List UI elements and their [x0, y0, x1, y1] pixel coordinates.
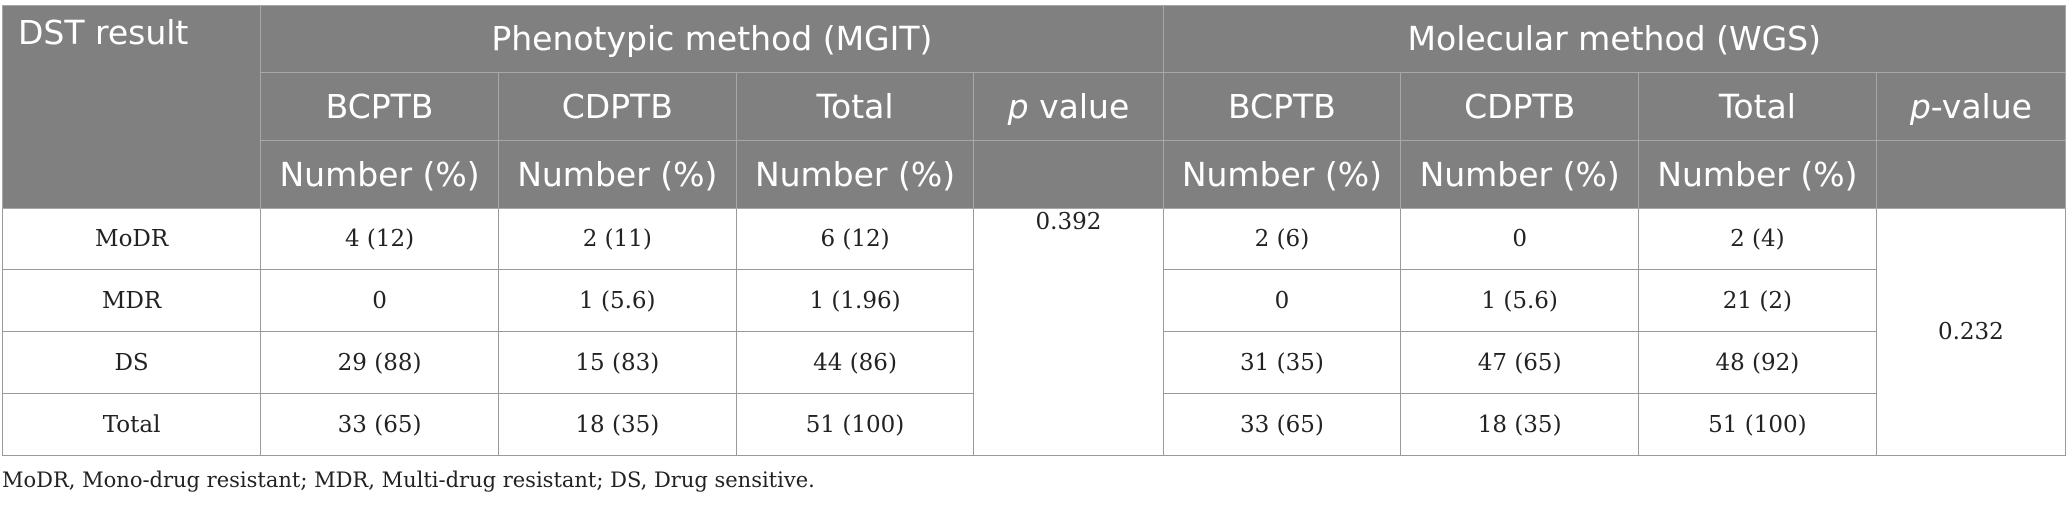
- table-row: DS 29 (88) 15 (83) 44 (86) 31 (35) 47 (6…: [1, 331, 2066, 394]
- cell-mol-bcptb: 33 (65): [1162, 393, 1402, 456]
- col-header-mol-total: Total: [1638, 72, 1877, 141]
- subheader-phen-total: Number (%): [735, 140, 975, 209]
- row-label: MDR: [1, 269, 262, 332]
- cell-mol-total: 2 (4): [1638, 208, 1877, 270]
- cell-mol-total: 51 (100): [1638, 393, 1877, 456]
- p-suffix: value: [1028, 86, 1130, 126]
- cell-mol-cdptb: 0: [1400, 208, 1640, 270]
- col-header-phen-cdptb: CDPTB: [497, 72, 737, 141]
- cell-phen-bcptb: 33 (65): [260, 393, 499, 456]
- table-row: MDR 0 1 (5.6) 1 (1.96) 0 1 (5.6) 21 (2): [1, 269, 2066, 332]
- cell-phen-total: 6 (12): [735, 208, 975, 270]
- table-footnote: MoDR, Mono-drug resistant; MDR, Multi-dr…: [2, 468, 815, 492]
- cell-phen-total: 51 (100): [735, 393, 975, 456]
- cell-phen-bcptb: 29 (88): [260, 331, 499, 394]
- group-header-molecular: Molecular method (WGS): [1162, 5, 2067, 73]
- dst-results-table: DST result Phenotypic method (MGIT) Mole…: [1, 5, 2067, 456]
- col-header-mol-bcptb: BCPTB: [1162, 72, 1402, 141]
- cell-phen-total: 44 (86): [735, 331, 975, 394]
- group-header-phenotypic: Phenotypic method (MGIT): [260, 5, 1164, 73]
- table-row: Total 33 (65) 18 (35) 51 (100) 33 (65) 1…: [1, 393, 2066, 456]
- subheader-mol-p-blank: [1875, 140, 2067, 209]
- cell-mol-cdptb: 18 (35): [1400, 393, 1640, 456]
- cell-phen-cdptb: 1 (5.6): [497, 269, 737, 332]
- subheader-mol-total: Number (%): [1638, 140, 1877, 209]
- col-header-phen-total: Total: [735, 72, 975, 141]
- corner-header: DST result: [1, 5, 262, 209]
- cell-mol-total: 21 (2): [1638, 269, 1877, 332]
- p-symbol: p: [1909, 86, 1931, 126]
- row-label: DS: [1, 331, 262, 394]
- col-header-mol-cdptb: CDPTB: [1400, 72, 1640, 141]
- p-suffix: -value: [1930, 86, 2032, 126]
- table-row: MoDR 4 (12) 2 (11) 6 (12) 0.392 2 (6) 0 …: [1, 208, 2067, 456]
- subheader-phen-bcptb: Number (%): [260, 140, 499, 209]
- p-symbol: p: [1007, 86, 1029, 126]
- cell-phen-total: 1 (1.96): [735, 269, 975, 332]
- row-label: Total: [1, 393, 262, 456]
- cell-mol-cdptb: 47 (65): [1400, 331, 1640, 394]
- col-header-mol-p-value: p-value: [1875, 72, 2067, 141]
- cell-mol-cdptb: 1 (5.6): [1400, 269, 1640, 332]
- cell-phen-cdptb: 18 (35): [497, 393, 737, 456]
- cell-phen-bcptb: 4 (12): [260, 208, 499, 270]
- col-header-phen-bcptb: BCPTB: [260, 72, 499, 141]
- cell-mol-bcptb: 31 (35): [1162, 331, 1402, 394]
- subheader-mol-cdptb: Number (%): [1400, 140, 1640, 209]
- cell-phen-cdptb: 15 (83): [497, 331, 737, 394]
- p-value-molecular: 0.232: [1875, 208, 2067, 456]
- subheader-phen-p-blank: [973, 140, 1164, 209]
- cell-phen-bcptb: 0: [260, 269, 499, 332]
- cell-mol-total: 48 (92): [1638, 331, 1877, 394]
- cell-phen-cdptb: 2 (11): [497, 208, 737, 270]
- col-header-phen-p-value: p value: [973, 72, 1164, 141]
- subheader-phen-cdptb: Number (%): [497, 140, 737, 209]
- row-label: MoDR: [1, 208, 262, 270]
- p-value-phenotypic: 0.392: [973, 208, 1164, 456]
- cell-mol-bcptb: 2 (6): [1162, 208, 1402, 270]
- cell-mol-bcptb: 0: [1162, 269, 1402, 332]
- subheader-mol-bcptb: Number (%): [1162, 140, 1402, 209]
